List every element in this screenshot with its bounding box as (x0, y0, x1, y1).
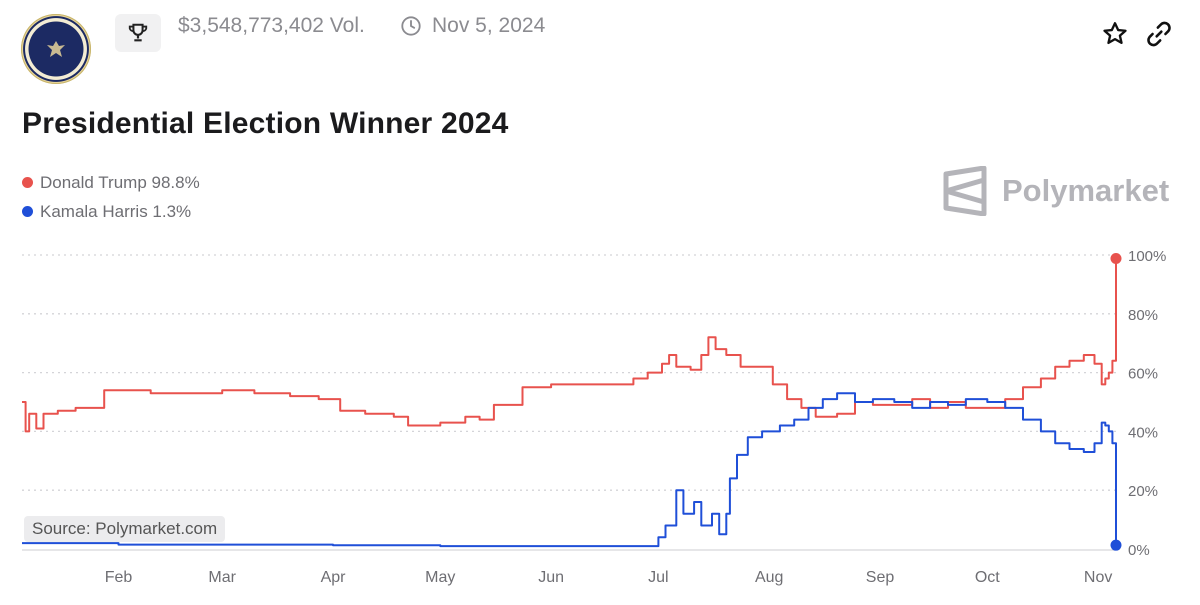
trophy-icon (128, 23, 148, 42)
y-tick-label-40: 40% (1128, 424, 1158, 441)
legend-item-harris: Kamala Harris 1.3% (22, 197, 200, 226)
x-tick-label-mar: Mar (208, 569, 236, 586)
x-tick-label-feb: Feb (105, 569, 133, 586)
endpoint-marker-harris (1110, 539, 1122, 551)
eagle-icon (47, 41, 65, 57)
x-tick-label-jun: Jun (538, 569, 564, 586)
polymarket-brand-text: Polymarket (1002, 173, 1170, 208)
end-date-text: Nov 5, 2024 (432, 14, 546, 37)
polymarket-logo-icon (943, 166, 987, 216)
link-icon (1147, 21, 1171, 47)
market-title: Presidential Election Winner 2024 (22, 107, 509, 140)
x-tick-label-jul: Jul (648, 569, 668, 586)
y-tick-label-100: 100% (1128, 248, 1166, 265)
x-tick-label-oct: Oct (975, 569, 1000, 586)
y-tick-label-0: 0% (1128, 542, 1150, 559)
endpoint-marker-trump (1110, 253, 1122, 265)
legend-dot-trump (22, 177, 33, 188)
x-tick-label-nov: Nov (1084, 569, 1112, 586)
legend-dot-harris (22, 206, 33, 217)
x-tick-label-apr: Apr (321, 569, 347, 586)
series-line-harris (22, 392, 1117, 548)
legend-item-trump: Donald Trump 98.8% (22, 168, 200, 197)
end-date: Nov 5, 2024 (400, 14, 545, 38)
chart-legend: Donald Trump 98.8% Kamala Harris 1.3% (22, 168, 200, 226)
clock-icon (401, 16, 421, 36)
y-tick-label-20: 20% (1128, 483, 1158, 500)
series-line-trump (22, 258, 1117, 433)
y-tick-label-60: 60% (1128, 366, 1158, 383)
y-tick-label-80: 80% (1128, 307, 1158, 324)
star-icon (1103, 22, 1127, 45)
favorite-button[interactable] (1101, 20, 1129, 48)
x-tick-label-sep: Sep (866, 569, 895, 586)
x-tick-label-aug: Aug (755, 569, 783, 586)
volume-text: $3,548,773,402 Vol. (178, 14, 365, 37)
legend-label-trump: Donald Trump 98.8% (40, 172, 200, 192)
presidential-seal (21, 14, 91, 84)
copy-link-button[interactable] (1145, 20, 1173, 48)
x-tick-label-may: May (425, 569, 455, 586)
legend-label-harris: Kamala Harris 1.3% (40, 201, 192, 221)
trophy-button[interactable] (115, 14, 161, 52)
source-label: Source: Polymarket.com (24, 516, 226, 542)
polymarket-watermark: Polymarket (942, 166, 1169, 216)
